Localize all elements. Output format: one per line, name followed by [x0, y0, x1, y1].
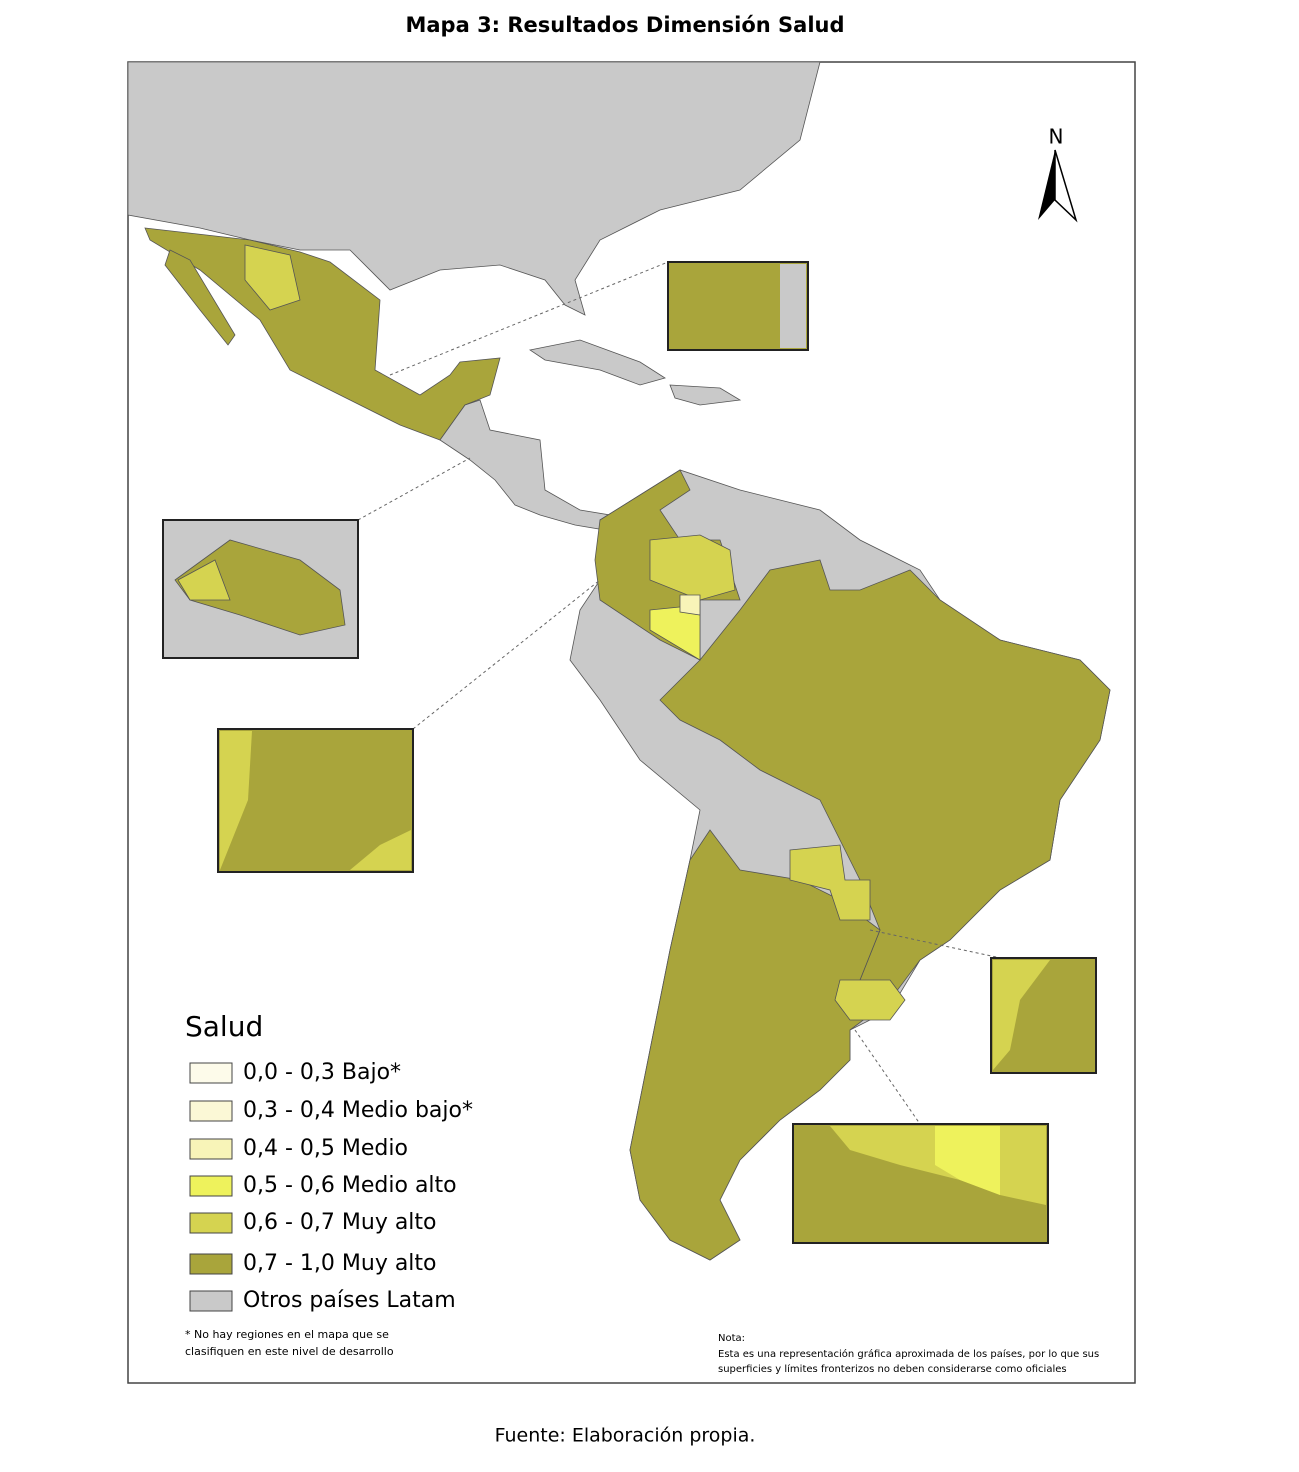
legend-label: 0,7 - 1,0 Muy alto — [243, 1251, 437, 1276]
legend-swatch — [189, 1175, 233, 1197]
north-arrow-right — [1054, 149, 1078, 223]
legend-label: 0,4 - 0,5 Medio — [243, 1136, 408, 1161]
legend-swatch — [189, 1100, 233, 1122]
legend-swatch — [189, 1290, 233, 1312]
inset-link — [357, 261, 1011, 1125]
paraguay — [789, 844, 871, 921]
hispaniola — [669, 384, 742, 406]
mexico-north — [244, 244, 301, 311]
note-text: superficies y límites fronterizos no deb… — [718, 1363, 1067, 1375]
baja-california — [164, 249, 236, 346]
legend-swatch — [189, 1212, 233, 1234]
colombia-vaupes — [679, 594, 701, 616]
legend: 0,0 - 0,3 Bajo* 0,3 - 0,4 Medio bajo* 0,4 … — [189, 1060, 473, 1313]
inset-uruguay-center — [935, 1126, 1000, 1195]
brazil — [659, 559, 1111, 1001]
inset-mexico-gray — [780, 264, 806, 348]
elsalvador-west — [177, 559, 231, 601]
note-title: Nota: — [718, 1333, 745, 1344]
legend-label: 0,5 - 0,6 Medio alto — [243, 1173, 457, 1198]
inset-colombia-west — [220, 731, 252, 870]
legend-label: 0,3 - 0,4 Medio bajo* — [243, 1098, 473, 1123]
uruguay — [834, 979, 906, 1021]
inset-colombia-se — [350, 830, 411, 870]
legend-title: Salud — [185, 1010, 263, 1043]
north-label: N — [1049, 125, 1064, 149]
legend-label: 0,6 - 0,7 Muy alto — [243, 1210, 437, 1235]
legend-swatch — [189, 1138, 233, 1160]
elsalvador — [174, 539, 346, 636]
cuba — [528, 339, 666, 386]
title: Mapa 3: Resultados Dimensión Salud — [405, 13, 844, 37]
legend-swatch — [189, 1253, 233, 1275]
map: N — [127, 61, 1111, 1261]
legend-swatch — [189, 1062, 233, 1084]
colombia-east — [649, 534, 736, 601]
note-text: Esta es una representación gráfica aprox… — [718, 1348, 1099, 1360]
source: Fuente: Elaboración propia. — [495, 1425, 756, 1447]
mexico — [144, 227, 501, 441]
inset-paraguay-west — [993, 960, 1050, 1070]
footnote: clasifiquen en este nivel de desarrollo — [185, 1345, 394, 1358]
north-arrow-left — [1038, 150, 1055, 220]
legend-label: Otros países Latam — [243, 1288, 456, 1313]
footnote: * No hay regiones en el mapa que se — [185, 1328, 389, 1341]
legend-label: 0,0 - 0,3 Bajo* — [243, 1060, 401, 1085]
